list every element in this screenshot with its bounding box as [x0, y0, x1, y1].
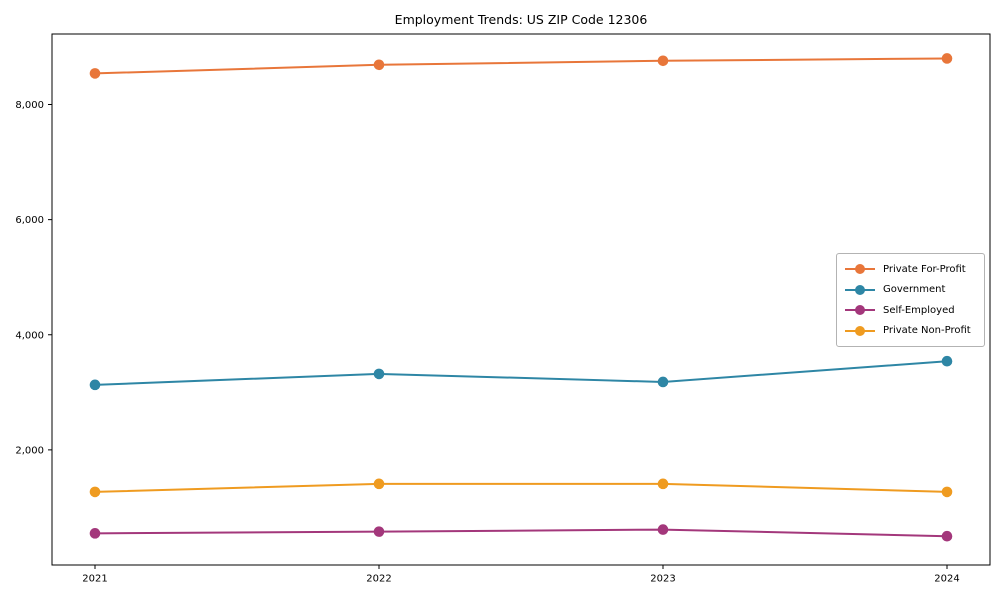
data-point-marker [657, 376, 669, 388]
legend-label: Private For-Profit [883, 263, 966, 275]
data-point-marker [89, 379, 101, 391]
data-point-marker [941, 355, 953, 367]
data-point-marker [941, 53, 953, 64]
series-line-1 [94, 360, 948, 386]
series-line-0 [94, 57, 948, 75]
data-point-marker [941, 530, 953, 542]
x-tick-label: 2023 [650, 574, 675, 585]
legend-label: Government [883, 284, 946, 296]
data-point-marker [373, 478, 385, 490]
legend-item: Self-Employed [845, 300, 976, 321]
data-point-marker [373, 526, 385, 537]
y-tick-label: 4,000 [15, 330, 44, 341]
x-tick-label: 2024 [934, 574, 959, 585]
legend-item: Private For-Profit [845, 259, 976, 280]
legend-line-marker-icon [845, 264, 875, 275]
axes-box [51, 33, 991, 566]
y-tick-label: 8,000 [15, 100, 44, 111]
legend-item: Private Non-Profit [845, 321, 976, 342]
legend: Private For-Profit Government Self-Employe… [836, 253, 985, 347]
data-point-marker [89, 528, 101, 539]
data-point-marker [89, 486, 101, 498]
legend-line-marker-icon [845, 325, 875, 336]
legend-label: Self-Employed [883, 304, 955, 316]
series-line-2 [94, 528, 948, 538]
y-tick-label: 2,000 [15, 445, 44, 456]
chart-title: Employment Trends: US ZIP Code 12306 [394, 12, 648, 27]
data-point-marker [657, 478, 669, 490]
data-point-marker [657, 524, 669, 535]
legend-label: Private Non-Profit [883, 325, 971, 337]
legend-line-marker-icon [845, 284, 875, 295]
series-line-3 [94, 482, 948, 493]
x-tick-label: 2022 [366, 574, 391, 585]
data-point-marker [373, 368, 385, 380]
data-point-marker [373, 59, 385, 71]
legend-line-marker-icon [845, 305, 875, 316]
x-tick-label: 2021 [82, 574, 107, 585]
data-point-marker [89, 68, 101, 79]
data-point-marker [941, 486, 953, 498]
data-point-marker [657, 55, 669, 67]
y-tick-label: 6,000 [15, 215, 44, 226]
legend-item: Government [845, 280, 976, 301]
